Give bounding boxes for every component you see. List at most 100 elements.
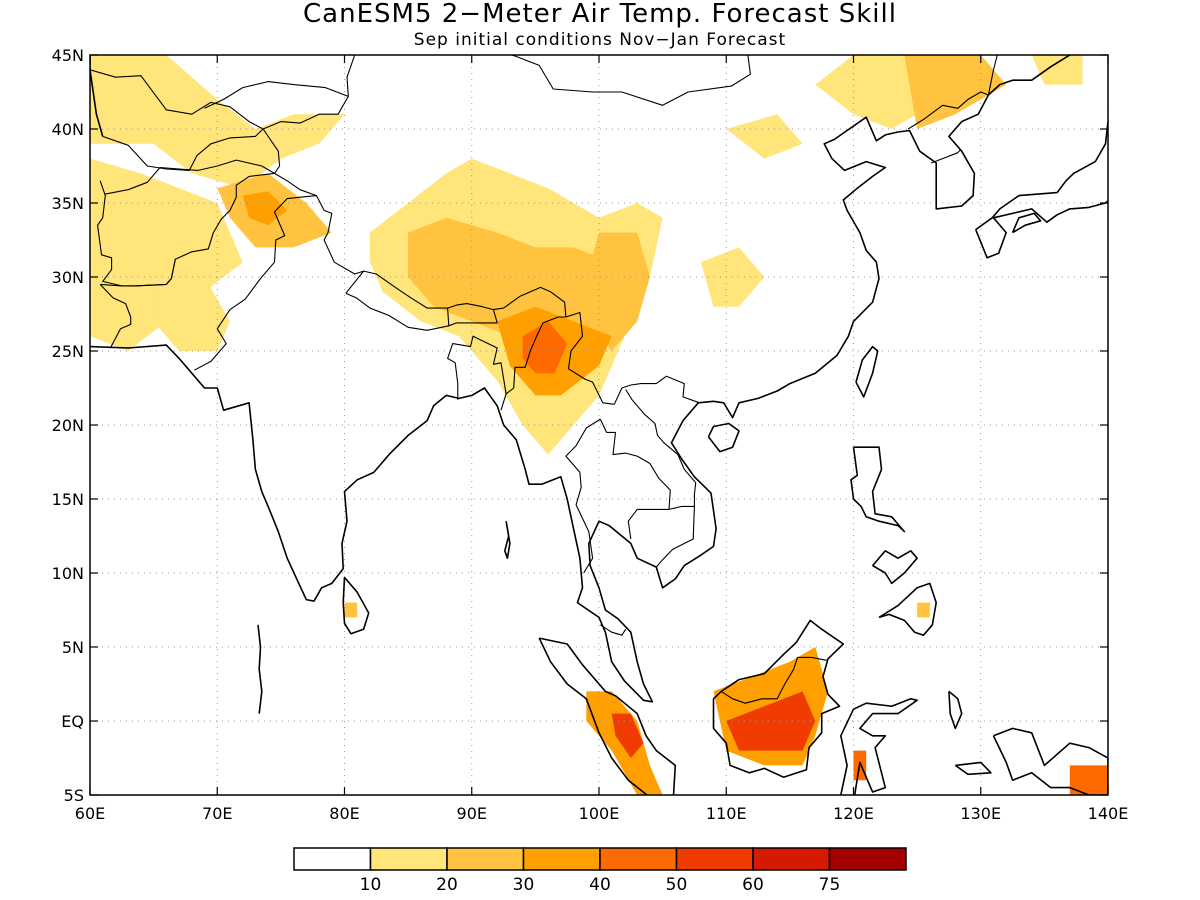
skill-region-borneo-inner [726,691,816,751]
coast-new-guinea [992,727,1108,795]
border-turkmenistan-uzbek [90,69,264,171]
lon-tick-label: 140E [1088,804,1129,823]
lon-tick-label: 110E [706,804,747,823]
chart-title: CanESM5 2−Meter Air Temp. Forecast Skill [303,0,897,29]
colorbar-label: 40 [589,875,611,895]
lon-tick-label: 60E [75,804,105,823]
border-laos-vietnam [625,389,697,507]
border-myanmar-china [565,311,615,405]
coast-sumatra [538,637,677,795]
border-pakistan-india [194,195,364,371]
coast-hainan [707,422,740,453]
coast-shikoku [1011,212,1042,234]
border-laos-thailand [599,418,671,540]
coast-luzon [850,446,906,533]
skill-region-tarim-north [255,114,345,159]
border-laos [613,375,700,405]
lat-tick-label: 45N [52,46,84,65]
coast-taiwan [855,345,879,398]
lat-tick-label: 25N [52,342,84,361]
coast-mindanao [878,582,937,636]
border-tajik-china [262,128,281,174]
skill-shading [90,55,1108,795]
border-malaysia-borneo [720,656,827,704]
border-china-russia [987,55,1019,96]
lat-tick-label: 35N [52,194,84,213]
border-myanmar-thailand [565,418,601,574]
coast-arabian-sea [90,55,1071,703]
lat-tick-label: 40N [52,120,84,139]
coast-sulawesi [840,698,918,795]
skill-region-central-asia-west [90,55,281,189]
skill-region-new-guinea [1069,765,1108,795]
lon-tick-label: 70E [202,804,232,823]
colorbar-swatch [675,847,754,871]
skill-region-iran-afghanistan [90,158,243,351]
coast-sri-lanka [342,576,370,635]
lat-tick-label: EQ [61,712,84,731]
lon-tick-label: 120E [833,804,874,823]
border-china-kashmir [274,172,317,197]
skill-region-mindanao-patch [917,602,930,618]
colorbar-swatch [828,847,907,871]
colorbar-label: 20 [436,875,458,895]
coast-andaman [504,521,511,559]
lat-tick-label: 5N [62,638,84,657]
map-panel [90,55,1108,795]
border-china-mongolia [509,55,773,106]
chart-subtitle: Sep initial conditions Nov−Jan Forecast [414,30,786,50]
skill-region-pakistan-north [153,277,230,351]
skill-region-mongolia-patch [726,114,803,159]
lon-tick-label: 130E [960,804,1001,823]
skill-region-japan-north [1031,55,1083,85]
border-iran-afghanistan [97,159,276,287]
skill-region-sichuan [586,232,650,351]
coast-halmahera [948,690,963,730]
border-china-korea [907,91,989,130]
colorbar-swatch [599,847,678,871]
border-bangladesh [447,335,507,411]
skill-region-sumatra-core [611,713,644,758]
colorbar-swatch [522,847,601,871]
lat-tick-label: 10N [52,564,84,583]
coast-caspian [90,55,104,137]
border-kyrgyz-kazakh [204,81,349,130]
colorbar-label: 75 [819,875,841,895]
border-nepal [345,270,450,331]
coast-maldives [257,624,263,714]
colorbar-label: 30 [513,875,535,895]
lon-tick-label: 90E [457,804,487,823]
coast-borneo [712,619,845,778]
colorbar-label: 60 [742,875,764,895]
lon-tick-label: 80E [329,804,359,823]
border-cambodia-vietnam [655,505,695,568]
border-india-china-east [493,286,567,395]
border-malaysia-thai [600,624,627,636]
skill-region-yunnan-core [522,321,568,374]
coast-kyushu-honshu [974,120,1108,259]
colorbar-swatch [369,847,448,871]
colorbar-swatch [293,847,372,871]
longitude-axis: 60E 70E 80E 90E 100E 110E 120E 130E 140E [75,55,1129,823]
skill-region-srilanka-patch [344,602,358,618]
border-pakistan-iran [99,284,132,349]
colorbar-label: 10 [360,875,382,895]
coastlines-and-borders [90,55,1108,795]
lat-tick-label: 20N [52,416,84,435]
lat-tick-label: 5S [64,786,84,805]
coast-hokkaido [1107,102,1108,107]
lon-tick-label: 100E [579,804,620,823]
border-pakistan-afghanistan [100,259,176,287]
coast-seram [954,761,992,776]
lat-tick-label: 15N [52,490,84,509]
border-korea-dmz [930,149,961,164]
colorbar-legend: 10 20 30 40 50 60 75 [293,847,907,895]
lat-tick-label: 30N [52,268,84,287]
colorbar-swatch [752,847,831,871]
border-kazakh-china [346,55,356,97]
latitude-axis: 45N 40N 35N 30N 25N 20N 15N 10N 5N EQ 5S [52,46,1108,805]
colorbar-swatch [446,847,525,871]
colorbar-label: 50 [666,875,688,895]
coast-visayas [871,550,918,585]
